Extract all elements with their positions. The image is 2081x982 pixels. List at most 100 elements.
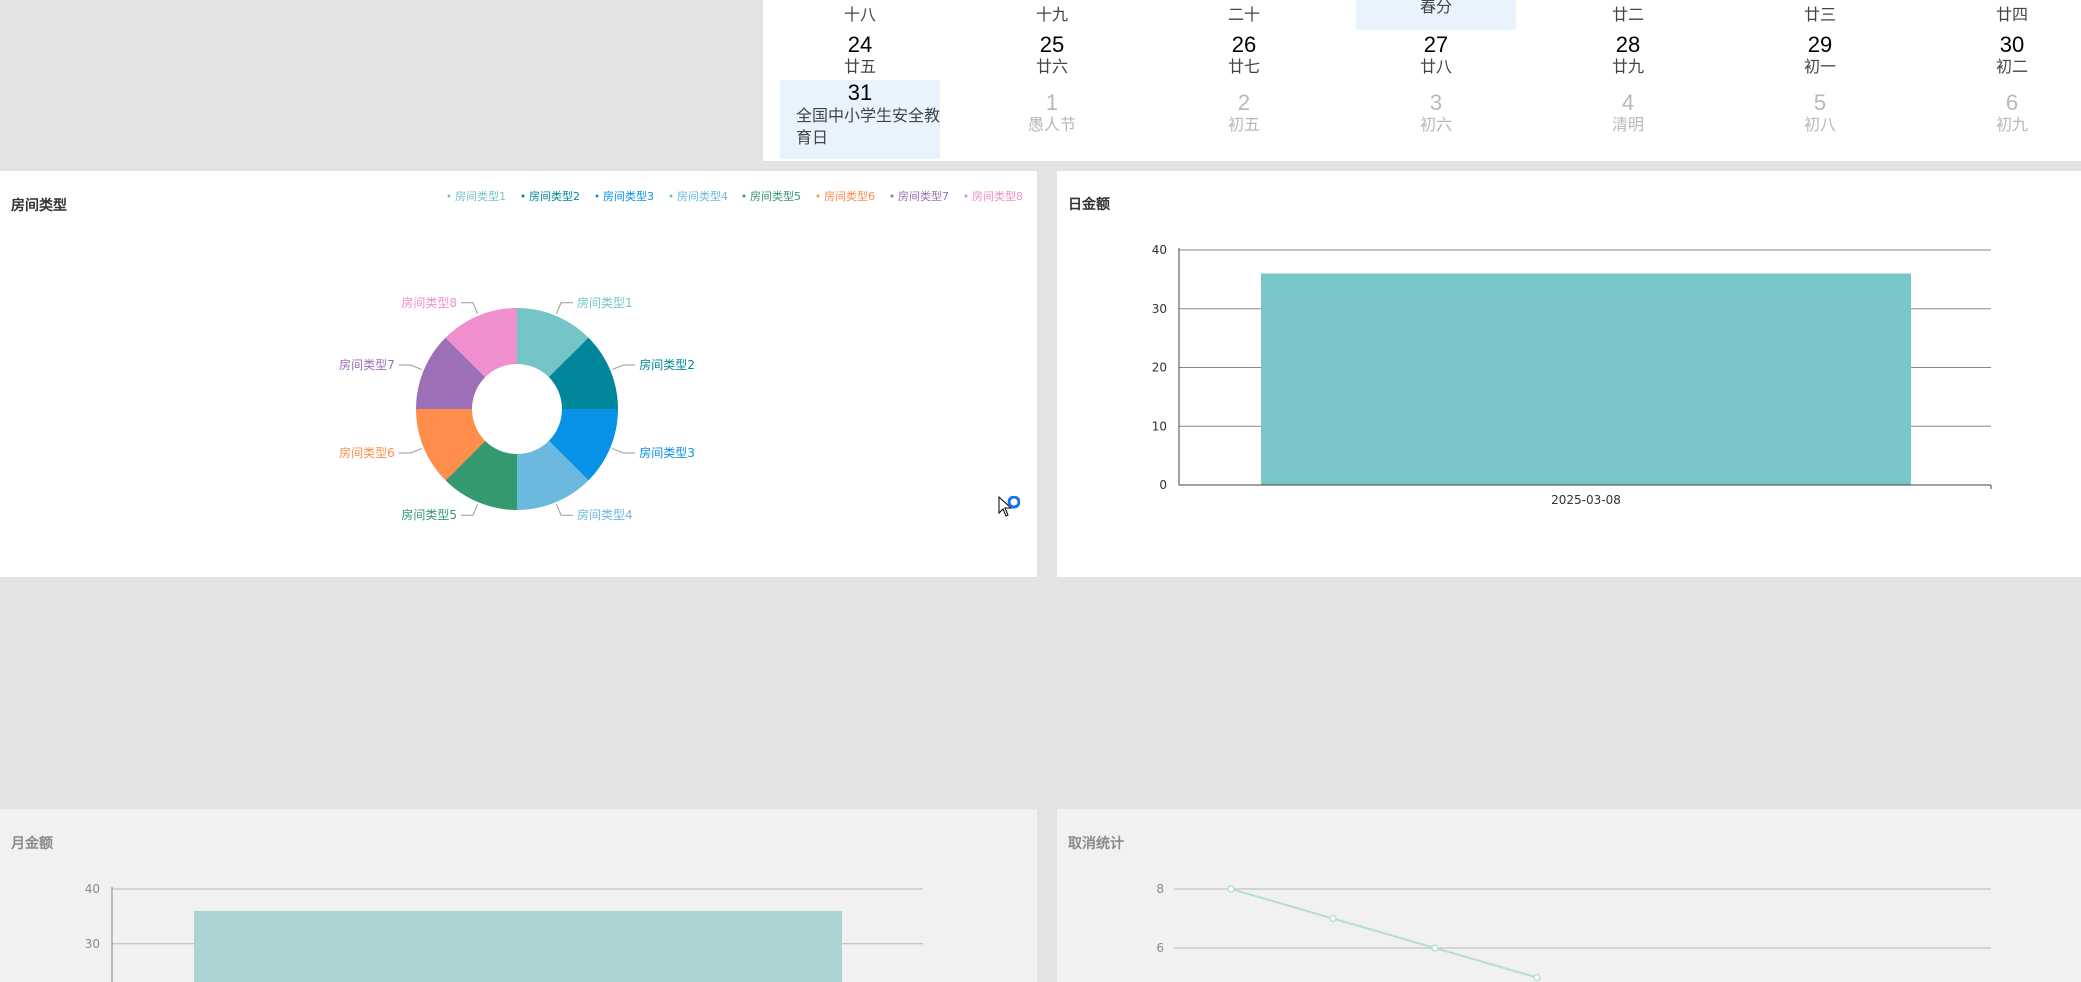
calendar-lunar-label: 春分: [1419, 0, 1452, 16]
calendar-day-number: 4: [1621, 90, 1635, 115]
calendar-day-cell[interactable]: 25 廿六: [972, 32, 1132, 78]
y-tick-label: 20: [1152, 361, 1167, 375]
donut-slice[interactable]: [416, 409, 486, 481]
donut-slice[interactable]: [517, 308, 589, 378]
room-type-donut-chart: 房间类型1 房间类型2 房间类型3 房间类型4 房间类型5 房间类型6 房间类型7 房间类型8…: [339, 189, 1024, 522]
legend-label: 房间类型4: [677, 189, 728, 203]
calendar-day-number: 2: [1237, 90, 1251, 115]
calendar-day-cell[interactable]: 24 廿五: [780, 32, 940, 78]
donut-slice-label: 房间类型7: [339, 357, 395, 372]
calendar-day-cell[interactable]: 31 全国中小学生安全教育日: [780, 80, 940, 159]
legend-item[interactable]: 房间类型3: [595, 189, 655, 203]
calendar-lunar-label: 愚人节: [1027, 117, 1076, 134]
calendar-lunar-label: 全国中小学生安全教育日: [796, 108, 941, 147]
calendar-day-number: 3: [1429, 90, 1443, 115]
legend-marker: [669, 194, 673, 198]
calendar-lunar-label: 十八: [843, 7, 876, 24]
monthly-amount-title: 月金额: [11, 835, 53, 851]
calendar-day-cell[interactable]: 29 初一: [1740, 32, 1900, 78]
donut-slice-label: 房间类型3: [639, 445, 695, 460]
calendar-day-number: 6: [2005, 90, 2019, 115]
calendar-day-cell[interactable]: 6 初九: [1932, 90, 2081, 136]
calendar-lunar-label: 二十: [1227, 7, 1260, 24]
calendar-lunar-label: 初一: [1803, 59, 1836, 76]
calendar-lunar-label: 初九: [1995, 117, 2028, 134]
calendar-day-cell[interactable]: 2 初五: [1164, 90, 1324, 136]
donut-slice[interactable]: [445, 308, 517, 378]
data-point[interactable]: [1533, 973, 1541, 982]
legend-item[interactable]: 房间类型8: [964, 189, 1024, 203]
calendar-day-cell[interactable]: 廿四: [1932, 6, 2081, 26]
calendar-day-cell[interactable]: 28 廿九: [1548, 32, 1708, 78]
legend-label: 房间类型7: [898, 189, 949, 203]
calendar-day-cell[interactable]: 十八: [780, 6, 940, 26]
calendar-day-number: 26: [1231, 32, 1257, 57]
calendar-day-cell[interactable]: 廿三: [1740, 6, 1900, 26]
calendar-lunar-label: 清明: [1611, 117, 1644, 134]
donut-label-line: [611, 364, 636, 371]
calendar-day-cell[interactable]: 1 愚人节: [972, 90, 1132, 136]
data-point[interactable]: [1431, 944, 1439, 952]
series-line: [1230, 888, 1538, 979]
legend-item[interactable]: 房间类型1: [447, 189, 507, 203]
calendar-day-cell[interactable]: 27 廿八: [1356, 32, 1516, 78]
legend-item[interactable]: 房间类型2: [521, 189, 581, 203]
calendar-day-cell[interactable]: 30 初二: [1932, 32, 2081, 78]
legend-item[interactable]: 房间类型4: [669, 189, 729, 203]
legend-item[interactable]: 房间类型5: [742, 189, 802, 203]
legend-item[interactable]: 房间类型7: [890, 189, 950, 203]
legend-marker: [595, 194, 599, 198]
calendar-day-cell[interactable]: 5 初八: [1740, 90, 1900, 136]
donut-slice[interactable]: [517, 440, 589, 510]
donut-slice-label: 房间类型6: [339, 445, 395, 460]
donut-slice[interactable]: [548, 337, 618, 409]
calendar-day-number: 30: [1999, 32, 2025, 57]
y-tick-label: 40: [85, 882, 100, 896]
donut-slice-label: 房间类型2: [639, 357, 695, 372]
calendar-lunar-label: 十九: [1035, 7, 1068, 24]
calendar-day-number: 28: [1615, 32, 1641, 57]
calendar-day-cell[interactable]: 廿二: [1548, 6, 1708, 26]
calendar-day-cell[interactable]: 春分: [1356, 0, 1516, 30]
legend-marker: [447, 194, 451, 198]
calendar-lunar-label: 初六: [1419, 117, 1452, 134]
donut-slice-label: 房间类型1: [577, 295, 633, 310]
bar[interactable]: [1261, 273, 1911, 486]
calendar-day-number: 27: [1423, 32, 1449, 57]
donut-slice-label: 房间类型4: [577, 507, 633, 522]
legend-marker: [890, 194, 894, 198]
bar[interactable]: [194, 910, 842, 982]
calendar-lunar-label: 廿九: [1611, 59, 1644, 76]
legend-item[interactable]: 房间类型6: [816, 189, 876, 203]
calendar-day-cell[interactable]: 二十: [1164, 6, 1324, 26]
cancel-stats-title: 取消统计: [1068, 835, 1124, 851]
calendar-day-number: 5: [1813, 90, 1827, 115]
calendar-day-number: 31: [847, 80, 873, 105]
donut-slice[interactable]: [445, 440, 517, 510]
calendar-day-cell[interactable]: 4 清明: [1548, 90, 1708, 136]
calendar-day-cell[interactable]: 3 初六: [1356, 90, 1516, 136]
donut-label-line: [398, 364, 423, 371]
y-tick-label: 0: [1159, 478, 1167, 492]
loading-cursor-icon: [998, 495, 1021, 520]
calendar-day-cell[interactable]: 十九: [972, 6, 1132, 26]
donut-slice-label: 房间类型5: [401, 507, 457, 522]
data-point[interactable]: [1329, 914, 1337, 923]
calendar-lunar-label: 廿六: [1035, 59, 1068, 76]
calendar-day-cell[interactable]: 26 廿七: [1164, 32, 1324, 78]
calendar-lunar-label: 初五: [1227, 117, 1260, 134]
calendar-day-number: 1: [1045, 90, 1059, 115]
y-tick-label: 8: [1156, 882, 1164, 896]
donut-slice[interactable]: [548, 409, 618, 481]
calendar-lunar-label: 廿五: [843, 59, 876, 76]
donut-slice[interactable]: [416, 337, 486, 409]
calendar-lunar-label: 廿八: [1419, 59, 1452, 76]
cancel-stats-line-chart: 68: [1156, 882, 1991, 982]
y-tick-label: 10: [1152, 419, 1167, 433]
y-tick-label: 30: [1152, 302, 1167, 316]
data-point[interactable]: [1227, 885, 1235, 893]
calendar-day-number: 25: [1039, 32, 1065, 57]
legend-marker: [816, 194, 820, 198]
donut-label-line: [398, 447, 423, 454]
